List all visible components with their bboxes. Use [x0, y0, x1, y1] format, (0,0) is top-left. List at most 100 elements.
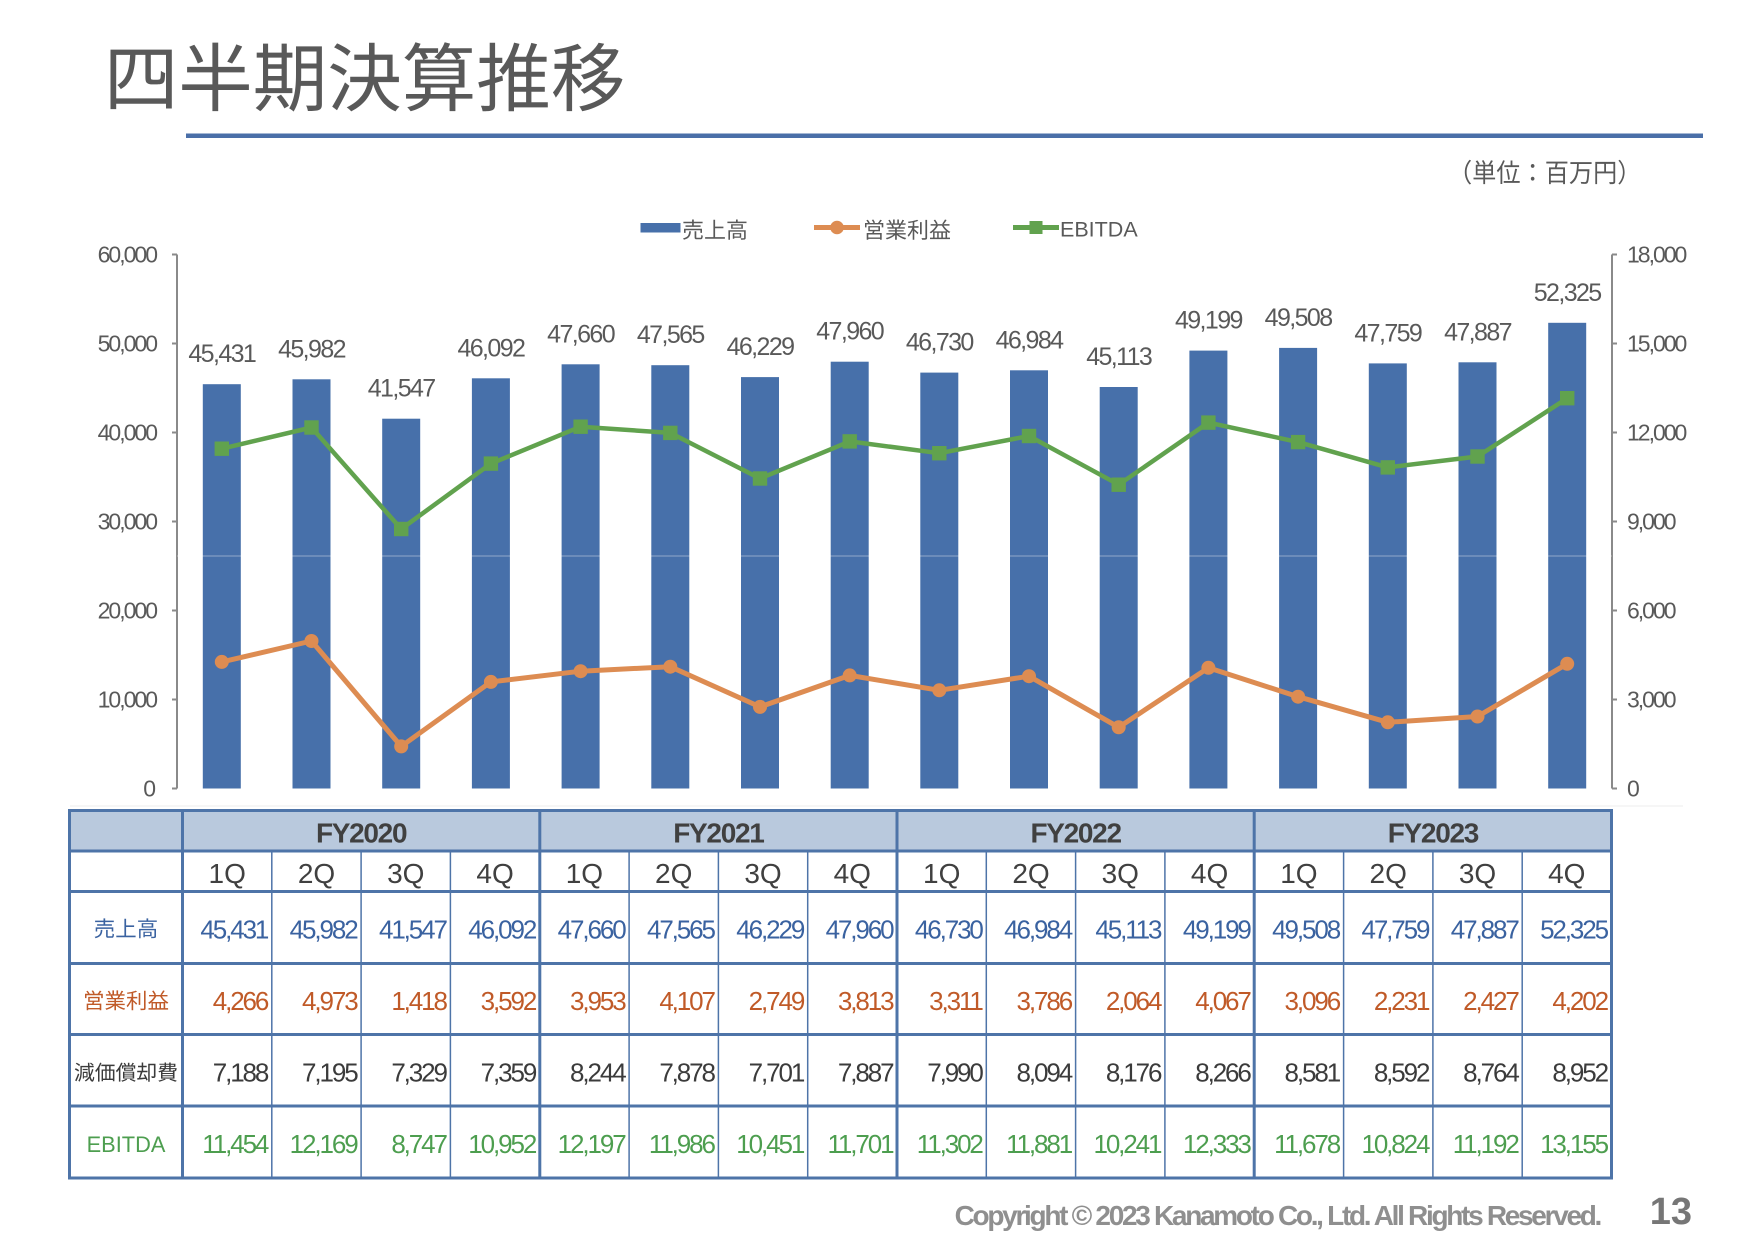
- svg-text:3Q: 3Q: [387, 858, 424, 889]
- svg-text:4,266: 4,266: [213, 986, 269, 1016]
- svg-text:FY2022: FY2022: [1030, 818, 1121, 849]
- svg-text:3,953: 3,953: [570, 986, 626, 1016]
- svg-text:2,749: 2,749: [749, 986, 805, 1016]
- svg-text:12,169: 12,169: [290, 1129, 359, 1159]
- svg-text:11,192: 11,192: [1453, 1129, 1520, 1159]
- svg-text:8,176: 8,176: [1106, 1058, 1162, 1088]
- svg-text:11,454: 11,454: [202, 1129, 269, 1159]
- svg-text:7,195: 7,195: [302, 1058, 358, 1088]
- svg-text:8,244: 8,244: [570, 1058, 626, 1088]
- svg-text:47,887: 47,887: [1444, 318, 1512, 346]
- svg-text:4,067: 4,067: [1195, 986, 1251, 1016]
- svg-text:2Q: 2Q: [298, 858, 335, 889]
- svg-text:8,581: 8,581: [1285, 1058, 1341, 1088]
- svg-text:8,747: 8,747: [391, 1129, 447, 1159]
- svg-text:46,730: 46,730: [906, 329, 974, 357]
- svg-text:12,333: 12,333: [1183, 1129, 1252, 1159]
- svg-text:7,359: 7,359: [481, 1058, 537, 1088]
- svg-text:46,984: 46,984: [996, 326, 1065, 354]
- svg-text:3Q: 3Q: [1102, 858, 1139, 889]
- svg-text:FY2021: FY2021: [673, 818, 764, 849]
- svg-text:47,887: 47,887: [1451, 915, 1520, 945]
- svg-text:45,982: 45,982: [278, 335, 346, 363]
- svg-text:45,113: 45,113: [1095, 915, 1162, 945]
- svg-text:49,508: 49,508: [1272, 915, 1341, 945]
- svg-text:45,431: 45,431: [188, 340, 256, 368]
- svg-text:3,000: 3,000: [1627, 687, 1676, 713]
- svg-text:10,451: 10,451: [736, 1129, 805, 1159]
- svg-text:4,107: 4,107: [659, 986, 715, 1016]
- svg-text:3,096: 3,096: [1285, 986, 1341, 1016]
- svg-text:47,660: 47,660: [558, 915, 627, 945]
- svg-text:0: 0: [1627, 776, 1640, 802]
- svg-text:1Q: 1Q: [923, 858, 960, 889]
- svg-text:49,508: 49,508: [1265, 304, 1333, 332]
- svg-text:3Q: 3Q: [1459, 858, 1496, 889]
- svg-text:52,325: 52,325: [1534, 279, 1602, 307]
- svg-text:46,730: 46,730: [915, 915, 984, 945]
- svg-text:41,547: 41,547: [368, 375, 436, 403]
- svg-text:7,990: 7,990: [927, 1058, 983, 1088]
- svg-text:4Q: 4Q: [1191, 858, 1228, 889]
- svg-text:7,329: 7,329: [391, 1058, 447, 1088]
- svg-text:11,678: 11,678: [1274, 1129, 1341, 1159]
- svg-text:7,701: 7,701: [749, 1058, 805, 1088]
- svg-text:46,229: 46,229: [736, 915, 805, 945]
- svg-text:46,092: 46,092: [457, 334, 525, 362]
- svg-text:8,592: 8,592: [1374, 1058, 1430, 1088]
- svg-text:2Q: 2Q: [655, 858, 692, 889]
- svg-text:45,431: 45,431: [200, 915, 269, 945]
- svg-text:EBITDA: EBITDA: [1060, 218, 1138, 242]
- svg-text:1Q: 1Q: [566, 858, 603, 889]
- svg-text:4,973: 4,973: [302, 986, 358, 1016]
- svg-text:2,427: 2,427: [1463, 986, 1519, 1016]
- svg-text:47,660: 47,660: [547, 320, 615, 348]
- svg-text:7,878: 7,878: [659, 1058, 715, 1088]
- svg-text:20,000: 20,000: [98, 598, 158, 624]
- svg-text:0: 0: [143, 776, 156, 802]
- svg-text:FY2023: FY2023: [1388, 818, 1479, 849]
- svg-text:40,000: 40,000: [98, 420, 158, 446]
- svg-text:46,984: 46,984: [1004, 915, 1073, 945]
- svg-text:1,418: 1,418: [391, 986, 447, 1016]
- svg-text:FY2020: FY2020: [316, 818, 407, 849]
- svg-text:12,000: 12,000: [1627, 420, 1687, 446]
- svg-text:47,565: 47,565: [647, 915, 716, 945]
- svg-text:10,952: 10,952: [468, 1129, 537, 1159]
- svg-text:2Q: 2Q: [1370, 858, 1407, 889]
- svg-text:47,960: 47,960: [826, 915, 895, 945]
- svg-text:60,000: 60,000: [98, 242, 158, 268]
- svg-text:47,759: 47,759: [1361, 915, 1430, 945]
- svg-text:4Q: 4Q: [834, 858, 871, 889]
- svg-text:4Q: 4Q: [476, 858, 513, 889]
- svg-text:46,229: 46,229: [727, 333, 795, 361]
- svg-text:4Q: 4Q: [1548, 858, 1585, 889]
- svg-text:7,188: 7,188: [213, 1058, 269, 1088]
- svg-text:47,565: 47,565: [637, 321, 705, 349]
- svg-text:13: 13: [1650, 1191, 1692, 1233]
- svg-text:Copyright © 2023 Kanamoto Co.,: Copyright © 2023 Kanamoto Co., Ltd. All …: [955, 1200, 1601, 1231]
- svg-text:10,241: 10,241: [1093, 1129, 1162, 1159]
- svg-text:8,094: 8,094: [1017, 1058, 1073, 1088]
- svg-text:2,064: 2,064: [1106, 986, 1162, 1016]
- svg-text:7,887: 7,887: [838, 1058, 894, 1088]
- svg-text:10,824: 10,824: [1361, 1129, 1430, 1159]
- svg-text:6,000: 6,000: [1627, 598, 1676, 624]
- svg-text:3,592: 3,592: [481, 986, 537, 1016]
- svg-text:46,092: 46,092: [468, 915, 537, 945]
- svg-text:11,302: 11,302: [917, 1129, 984, 1159]
- svg-text:2Q: 2Q: [1012, 858, 1049, 889]
- svg-text:3,311: 3,311: [929, 986, 983, 1016]
- svg-text:45,113: 45,113: [1086, 343, 1152, 371]
- svg-text:3Q: 3Q: [744, 858, 781, 889]
- svg-text:1Q: 1Q: [209, 858, 246, 889]
- svg-text:30,000: 30,000: [98, 509, 158, 535]
- svg-text:1Q: 1Q: [1280, 858, 1317, 889]
- svg-text:18,000: 18,000: [1627, 242, 1687, 268]
- svg-text:2,231: 2,231: [1374, 986, 1430, 1016]
- svg-text:11,881: 11,881: [1006, 1129, 1073, 1159]
- svg-text:50,000: 50,000: [98, 331, 158, 357]
- svg-text:3,786: 3,786: [1017, 986, 1073, 1016]
- svg-text:9,000: 9,000: [1627, 509, 1676, 535]
- svg-text:15,000: 15,000: [1627, 331, 1687, 357]
